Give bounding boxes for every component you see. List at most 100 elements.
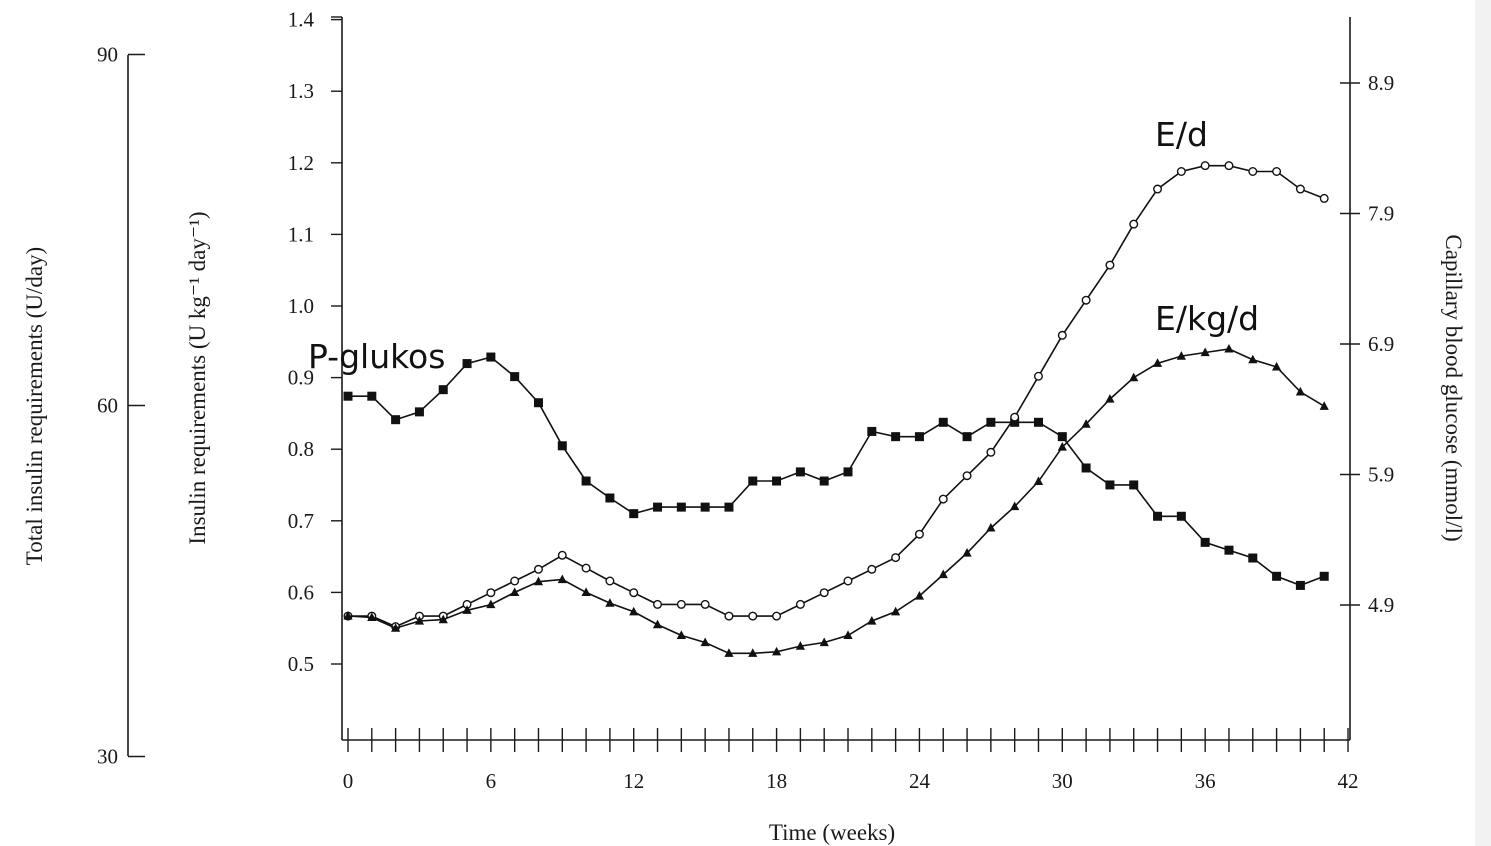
point-e-d bbox=[1295, 184, 1305, 194]
point-p-glukos bbox=[391, 415, 401, 425]
point-e-kg-d bbox=[557, 574, 567, 584]
point-e-d bbox=[795, 599, 805, 609]
point-p-glukos bbox=[438, 385, 448, 395]
point-e-kg-d bbox=[1295, 386, 1305, 396]
point-e-kg-d bbox=[391, 623, 401, 632]
point-p-glukos bbox=[1153, 511, 1163, 521]
point-p-glukos bbox=[891, 432, 901, 442]
series-layer bbox=[343, 161, 1329, 657]
point-p-glukos bbox=[1105, 480, 1115, 490]
point-p-glukos bbox=[629, 509, 639, 519]
point-e-kg-d bbox=[533, 576, 544, 586]
point-e-d bbox=[819, 588, 829, 598]
y-axis-title: Insulin requirements (U kg⁻¹ day⁻¹) bbox=[185, 211, 210, 544]
point-p-glukos bbox=[986, 417, 996, 427]
right-y-tick-label: 6.9 bbox=[1368, 332, 1394, 356]
point-p-glukos bbox=[795, 467, 805, 477]
left-y-tick-label: 1.2 bbox=[288, 151, 314, 175]
right-y-tick-label: 8.9 bbox=[1368, 71, 1394, 95]
point-e-kg-d bbox=[843, 630, 853, 639]
point-e-kg-d bbox=[1081, 419, 1091, 428]
x-axis-title: Time (weeks) bbox=[769, 820, 895, 845]
point-e-kg-d bbox=[1176, 351, 1186, 360]
left-y-tick-label: 0.8 bbox=[288, 437, 314, 461]
left-y-tick-label: 1.4 bbox=[288, 8, 315, 32]
point-e-d bbox=[843, 576, 853, 586]
right-y-tick-label: 7.9 bbox=[1368, 202, 1394, 226]
tick-layer: 0.50.60.70.80.91.01.11.21.31.43060904.95… bbox=[97, 8, 1394, 793]
point-p-glukos bbox=[414, 407, 424, 417]
point-e-kg-d bbox=[700, 637, 710, 647]
point-e-kg-d bbox=[605, 598, 615, 607]
point-e-d bbox=[557, 550, 567, 560]
point-p-glukos bbox=[819, 476, 829, 486]
point-p-glukos bbox=[510, 372, 520, 382]
point-e-d bbox=[938, 494, 948, 504]
point-e-kg-d bbox=[986, 522, 996, 532]
point-p-glukos bbox=[1010, 417, 1020, 427]
point-p-glukos bbox=[772, 476, 782, 486]
point-e-kg-d bbox=[724, 648, 734, 657]
annotation-e-per-kg-per-day: E/kg/d bbox=[1155, 299, 1259, 338]
point-e-kg-d bbox=[1010, 501, 1020, 511]
left-y-tick-label: 0.6 bbox=[288, 580, 314, 604]
point-e-d bbox=[772, 611, 782, 621]
point-e-d bbox=[700, 599, 710, 609]
point-e-d bbox=[986, 447, 996, 457]
point-e-kg-d bbox=[1152, 358, 1163, 367]
point-e-d bbox=[605, 576, 615, 586]
point-e-kg-d bbox=[652, 619, 663, 629]
outer-y-tick-label: 60 bbox=[97, 394, 118, 418]
point-e-d bbox=[724, 611, 734, 621]
point-p-glukos bbox=[867, 426, 877, 436]
point-e-d bbox=[1129, 219, 1139, 229]
point-e-kg-d bbox=[486, 599, 496, 609]
point-e-d bbox=[581, 563, 591, 573]
outer-y-axis-title: Total insulin requirements (U/day) bbox=[22, 247, 47, 565]
point-e-kg-d bbox=[1105, 394, 1115, 403]
x-tick-label: 18 bbox=[766, 769, 787, 793]
point-e-kg-d bbox=[962, 548, 972, 557]
point-e-kg-d bbox=[867, 616, 877, 625]
point-e-d bbox=[1176, 166, 1186, 176]
scrollbar-track[interactable] bbox=[1475, 0, 1491, 846]
point-e-d bbox=[962, 471, 972, 481]
point-p-glukos bbox=[1272, 571, 1282, 581]
point-e-d bbox=[486, 588, 496, 598]
point-e-d bbox=[1105, 260, 1115, 270]
series-line-e-kg-d bbox=[347, 348, 1325, 655]
point-e-kg-d bbox=[795, 641, 805, 650]
point-e-kg-d bbox=[581, 587, 591, 596]
point-p-glukos bbox=[676, 502, 686, 512]
point-p-glukos bbox=[1319, 571, 1329, 581]
annotation-p-glukos: P-glukos bbox=[308, 337, 445, 376]
point-e-d bbox=[533, 564, 543, 574]
point-e-kg-d bbox=[1248, 354, 1258, 364]
left-y-tick-label: 1.0 bbox=[288, 294, 314, 318]
point-p-glukos bbox=[462, 359, 472, 369]
point-e-d bbox=[1248, 166, 1258, 176]
point-p-glukos bbox=[605, 493, 615, 503]
series-line-e-d bbox=[348, 164, 1325, 628]
annotation-e-per-day: E/d bbox=[1155, 115, 1208, 154]
point-e-kg-d bbox=[1224, 343, 1234, 353]
point-e-kg-d bbox=[748, 648, 758, 657]
point-e-d bbox=[1057, 330, 1067, 340]
x-tick-label: 6 bbox=[486, 769, 497, 793]
point-e-kg-d bbox=[1319, 401, 1329, 410]
point-p-glukos bbox=[724, 502, 734, 512]
point-e-d bbox=[676, 599, 686, 609]
point-p-glukos bbox=[748, 476, 758, 486]
point-e-d bbox=[510, 576, 520, 586]
point-e-kg-d bbox=[438, 614, 448, 624]
x-tick-label: 24 bbox=[909, 769, 931, 793]
x-tick-label: 0 bbox=[343, 769, 354, 793]
point-e-d bbox=[1010, 412, 1020, 422]
point-e-d bbox=[1224, 161, 1234, 171]
left-y-tick-label: 0.5 bbox=[288, 652, 314, 676]
outer-y-tick-label: 30 bbox=[97, 745, 118, 769]
left-y-tick-label: 1.1 bbox=[288, 222, 314, 246]
point-p-glukos bbox=[1033, 417, 1043, 427]
point-e-kg-d bbox=[1271, 361, 1282, 371]
point-e-d bbox=[1200, 161, 1210, 171]
